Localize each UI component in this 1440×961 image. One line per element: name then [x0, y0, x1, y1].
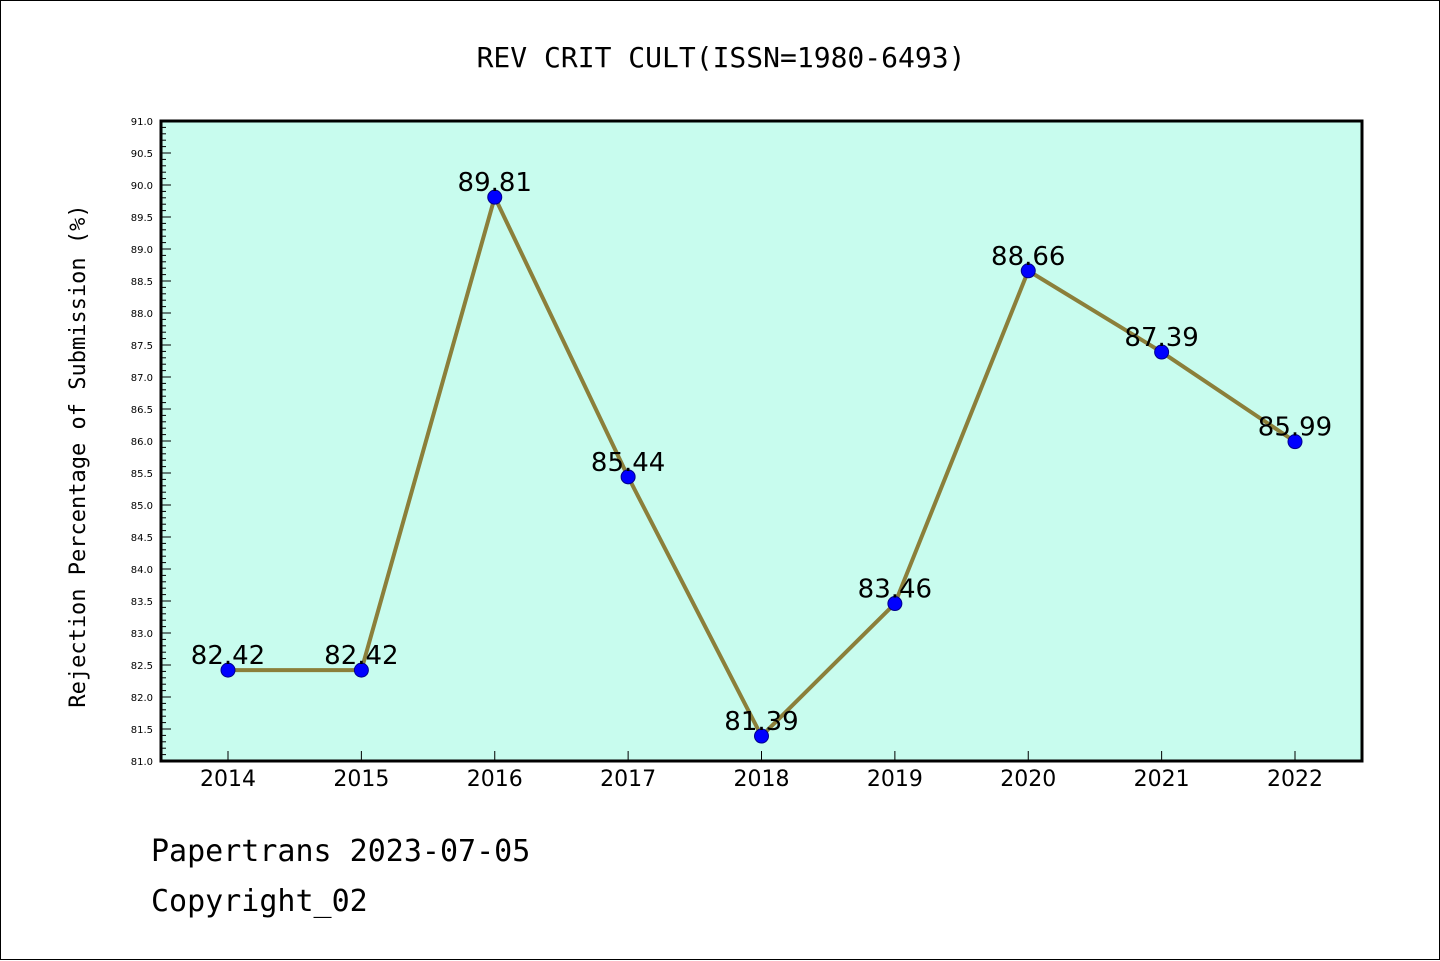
x-tick-label: 2015 [333, 767, 389, 792]
y-tick-label: 84.5 [131, 533, 153, 544]
data-label: 87.39 [1124, 323, 1198, 353]
y-tick-label: 86.0 [131, 437, 153, 448]
y-tick-label: 82.0 [131, 693, 153, 704]
y-tick-label: 83.5 [131, 597, 153, 608]
y-tick-label: 89.0 [131, 245, 153, 256]
y-axis-label: Rejection Percentage of Submission (%) [66, 204, 91, 707]
y-tick-label: 85.0 [131, 501, 153, 512]
y-tick-label: 84.0 [131, 565, 153, 576]
x-tick-label: 2020 [1000, 767, 1056, 792]
x-tick-label: 2014 [200, 767, 256, 792]
y-tick-label: 87.0 [131, 373, 153, 384]
y-tick-label: 90.5 [131, 149, 153, 160]
y-tick-label: 85.5 [131, 469, 153, 480]
data-labels: 82.42 82.42 89.81 85.44 81.39 83.46 88.66 87.39… [191, 168, 1332, 737]
y-tick-label: 88.0 [131, 309, 153, 320]
y-tick-label: 88.5 [131, 277, 153, 288]
data-label: 85.44 [591, 448, 665, 478]
y-tick-label: 91.0 [131, 117, 153, 128]
data-point [620, 469, 636, 485]
data-point [1020, 263, 1036, 279]
data-point [754, 728, 769, 744]
x-tick-label: 2018 [734, 767, 790, 792]
footer-copyright-text: Copyright_02 [151, 884, 368, 919]
x-tick-label: 2016 [467, 767, 523, 792]
y-tick-label: 90.0 [131, 181, 153, 192]
data-point [1287, 434, 1303, 450]
data-point [1154, 344, 1170, 360]
y-tick-label: 87.5 [131, 341, 153, 352]
data-label: 82.42 [191, 641, 265, 671]
data-label: 85.99 [1258, 413, 1332, 443]
y-tick-label: 89.5 [131, 213, 153, 224]
data-label: 81.39 [724, 707, 798, 737]
data-label: 88.66 [991, 242, 1065, 272]
x-tick-label: 2021 [1134, 767, 1190, 792]
series-rejection-percentage [220, 189, 1303, 744]
y-tick-label: 82.5 [131, 661, 153, 672]
x-axis-ticks: 2014 2015 2016 2017 2018 2019 2020 2021 2022 [200, 751, 1323, 792]
data-label: 83.46 [858, 575, 932, 605]
x-tick-label: 2017 [600, 767, 656, 792]
y-tick-label: 81.5 [131, 725, 153, 736]
data-label: 89.81 [458, 168, 532, 198]
data-point [353, 662, 369, 678]
data-label: 82.42 [324, 641, 398, 671]
x-tick-label: 2022 [1267, 767, 1323, 792]
y-tick-label: 81.0 [131, 757, 153, 768]
plot-area [159, 119, 1364, 763]
chart-title: REV CRIT CULT(ISSN=1980-6493) [477, 41, 966, 74]
footer-date-text: Papertrans 2023-07-05 [151, 834, 531, 869]
data-point [220, 662, 236, 678]
x-tick-label: 2019 [867, 767, 923, 792]
y-tick-label: 86.5 [131, 405, 153, 416]
y-axis-ticks: 81.0 81.5 82.0 82.5 83.0 83.5 84.0 84.5 85.0 85.5… [131, 117, 171, 768]
data-point [887, 596, 903, 612]
y-tick-label: 83.0 [131, 629, 153, 640]
data-point [487, 189, 503, 205]
